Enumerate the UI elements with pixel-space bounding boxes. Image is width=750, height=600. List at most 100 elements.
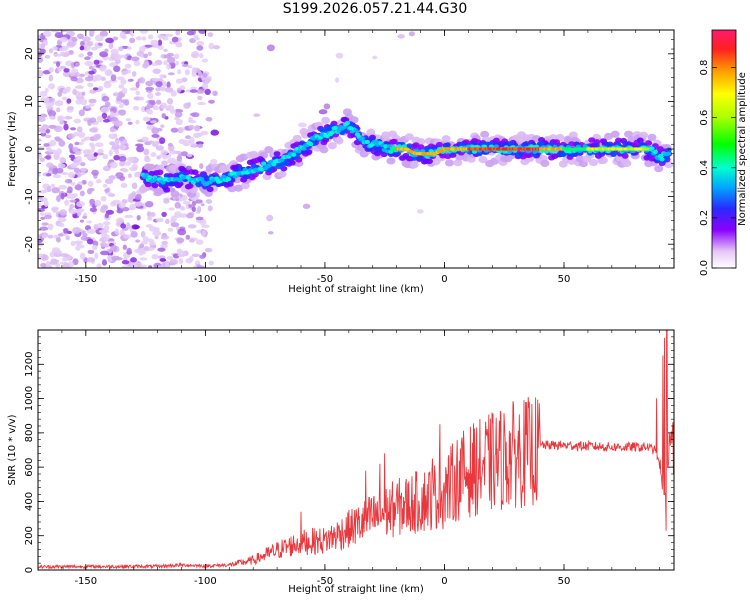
spectrogram-ridge-blob bbox=[518, 151, 525, 156]
spectrogram-noise-blob bbox=[44, 155, 51, 159]
spectrogram-noise-blob bbox=[160, 150, 169, 155]
spectrogram-noise-blob bbox=[135, 81, 140, 89]
spectrogram-noise-blob bbox=[166, 63, 172, 70]
spectrogram-noise-blob bbox=[187, 224, 197, 229]
spectrogram-noise-blob bbox=[110, 245, 118, 252]
spectrogram-noise-blob bbox=[117, 46, 124, 52]
spectrogram-noise-blob bbox=[70, 127, 76, 131]
spectrogram-noise-blob bbox=[122, 244, 127, 250]
spectrogram-noise-blob bbox=[79, 244, 85, 249]
spectrogram-noise-blob bbox=[80, 98, 88, 106]
spectrogram-noise-blob bbox=[145, 80, 154, 87]
spectrogram-noise-blob bbox=[191, 253, 201, 258]
spectrogram-noise-blob bbox=[73, 167, 80, 174]
spectrogram-noise-blob bbox=[77, 126, 83, 133]
spectrogram-noise-blob bbox=[80, 162, 86, 167]
spectrogram-noise-blob bbox=[74, 141, 80, 146]
spectrogram-ridge-blob bbox=[492, 137, 500, 144]
snr-ytick-label: 1000 bbox=[24, 386, 35, 411]
spectrogram-noise-blob bbox=[114, 120, 123, 127]
spectrogram-noise-blob bbox=[76, 208, 85, 213]
spectrogram-noise-blob bbox=[138, 76, 146, 84]
spectrogram-noise-blob bbox=[197, 205, 202, 213]
spectrogram-ridge-blob bbox=[319, 146, 329, 154]
spectrogram-noise-blob bbox=[86, 82, 94, 88]
spectrogram-noise-blob bbox=[48, 74, 54, 82]
spectrogram-ridge-blob bbox=[507, 149, 513, 154]
spectrogram-noise-blob bbox=[145, 224, 153, 228]
spectrogram-noise-blob bbox=[150, 152, 157, 158]
spectrogram-noise-blob bbox=[152, 105, 159, 111]
spectrogram-noise-blob bbox=[95, 179, 102, 184]
spectrogram-noise-blob bbox=[54, 100, 64, 107]
spectrogram-noise-blob bbox=[136, 261, 142, 267]
spectrogram-noise-blob bbox=[102, 183, 108, 188]
spectrogram-noise-blob bbox=[48, 48, 53, 54]
spectrogram-noise-blob bbox=[52, 174, 62, 178]
spectrogram-ridge-blob bbox=[396, 144, 402, 149]
spectrogram-ytick-label: -10 bbox=[24, 188, 35, 204]
spectrogram-noise-blob bbox=[48, 67, 54, 73]
spectrogram-noise-blob bbox=[72, 193, 78, 198]
spectrogram-noise-blob bbox=[79, 40, 85, 47]
spectrogram-noise-blob bbox=[110, 74, 117, 82]
spectrogram-noise-blob bbox=[267, 231, 274, 235]
spectrogram-noise-blob bbox=[45, 128, 51, 134]
spectrogram-noise-blob bbox=[104, 188, 110, 193]
spectrogram-noise-blob bbox=[94, 252, 99, 260]
spectrogram-xtick-label: 0 bbox=[441, 274, 447, 285]
spectrogram-noise-blob bbox=[101, 95, 110, 102]
spectrogram-noise-blob bbox=[143, 53, 149, 59]
colorbar-tick-label: 0.4 bbox=[699, 160, 710, 176]
spectrogram-noise-blob bbox=[196, 45, 204, 51]
spectrogram-noise-blob bbox=[143, 148, 150, 156]
spectrogram-noise-blob bbox=[39, 157, 46, 163]
spectrogram-noise-blob bbox=[195, 216, 204, 221]
spectrogram-noise-blob bbox=[89, 207, 98, 213]
snr-y-label: SNR (10 * v/v) bbox=[7, 414, 18, 485]
spectrogram-noise-blob bbox=[57, 67, 62, 72]
spectrogram-noise-blob bbox=[207, 205, 213, 212]
spectrogram-ridge-blob bbox=[659, 157, 665, 162]
spectrogram-noise-blob bbox=[201, 230, 207, 237]
spectrogram-noise-blob bbox=[180, 206, 186, 211]
spectrogram-noise-blob bbox=[201, 58, 208, 63]
spectrogram-noise-blob bbox=[210, 129, 220, 136]
spectrogram-noise-blob bbox=[59, 156, 66, 163]
spectrogram-noise-blob bbox=[127, 173, 132, 179]
spectrogram-noise-blob bbox=[54, 137, 63, 142]
spectrogram-ridge-blob bbox=[657, 153, 663, 159]
spectrogram-noise-blob bbox=[94, 199, 102, 207]
spectrogram-noise-blob bbox=[87, 180, 94, 187]
spectrogram-noise-blob bbox=[118, 155, 127, 162]
spectrogram-noise-blob bbox=[195, 199, 203, 204]
spectrogram-noise-blob bbox=[74, 72, 80, 78]
spectrogram-noise-blob bbox=[207, 32, 214, 38]
spectrogram-noise-blob bbox=[201, 224, 210, 228]
spectrogram-noise-blob bbox=[43, 143, 50, 147]
spectrogram-noise-blob bbox=[74, 184, 83, 191]
spectrogram-noise-blob bbox=[208, 42, 215, 50]
spectrogram-noise-blob bbox=[102, 154, 109, 160]
snr-ytick-label: 1200 bbox=[24, 352, 35, 377]
spectrogram-xtick-label: -150 bbox=[74, 274, 97, 285]
spectrogram-noise-blob bbox=[131, 191, 137, 198]
spectrogram-noise-blob bbox=[86, 228, 96, 235]
spectrogram-noise-blob bbox=[163, 198, 170, 204]
spectrogram-ridge-blob bbox=[300, 149, 307, 155]
spectrogram-noise-blob bbox=[62, 263, 70, 268]
spectrogram-noise-blob bbox=[157, 45, 164, 50]
spectrogram-x-label: Height of straight line (km) bbox=[288, 284, 424, 295]
spectrogram-noise-blob bbox=[47, 223, 54, 231]
spectrogram-noise-blob bbox=[63, 68, 70, 73]
spectrogram-noise-blob bbox=[48, 124, 57, 129]
spectrogram-noise-blob bbox=[120, 182, 128, 189]
spectrogram-noise-blob bbox=[70, 240, 76, 247]
spectrogram-ridge-blob bbox=[163, 187, 171, 193]
spectrogram-noise-blob bbox=[135, 119, 140, 125]
spectrogram-noise-blob bbox=[202, 72, 208, 78]
snr-frame bbox=[37, 329, 675, 571]
spectrogram-noise-blob bbox=[115, 139, 120, 146]
spectrogram-noise-blob bbox=[199, 254, 206, 259]
spectrogram-noise-blob bbox=[144, 44, 153, 48]
